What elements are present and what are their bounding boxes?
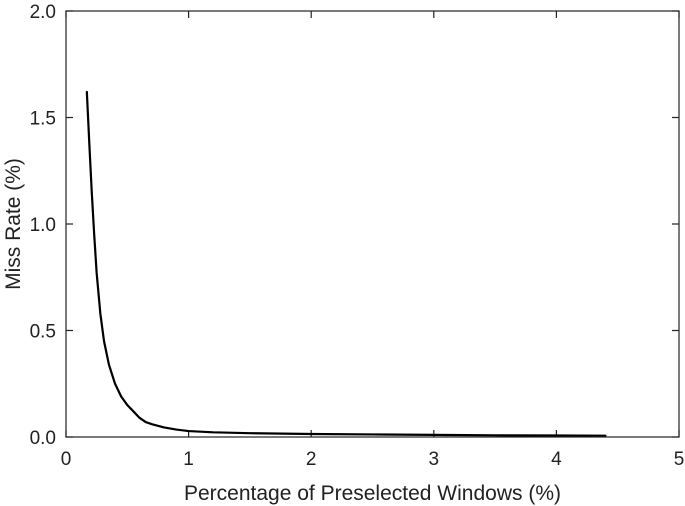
y-tick-label: 1.0 (30, 215, 56, 236)
x-tick-label: 0 (61, 449, 72, 470)
plot-frame (65, 10, 680, 438)
y-tick-label: 1.5 (30, 109, 56, 130)
x-tick-label: 2 (306, 449, 317, 470)
x-tick-label: 1 (183, 449, 194, 470)
x-axis-title: Percentage of Preselected Windows (%) (184, 482, 561, 505)
y-tick-label: 2.0 (30, 2, 56, 23)
series-line-0 (85, 90, 607, 437)
y-axis-title: Miss Rate (%) (2, 158, 25, 290)
y-tick-label: 0.5 (30, 322, 56, 343)
x-tick-label: 4 (551, 449, 562, 470)
x-tick-label: 3 (429, 449, 440, 470)
ticks-layer: 0 1 2 3 4 5 0.0 0.5 1.0 1.5 2.0 (30, 2, 685, 470)
series-layer (85, 90, 607, 437)
y-tick-label: 0.0 (30, 428, 56, 449)
x-tick-label: 5 (674, 449, 685, 470)
labels-layer: Percentage of Preselected Windows (%) Mi… (2, 158, 561, 505)
